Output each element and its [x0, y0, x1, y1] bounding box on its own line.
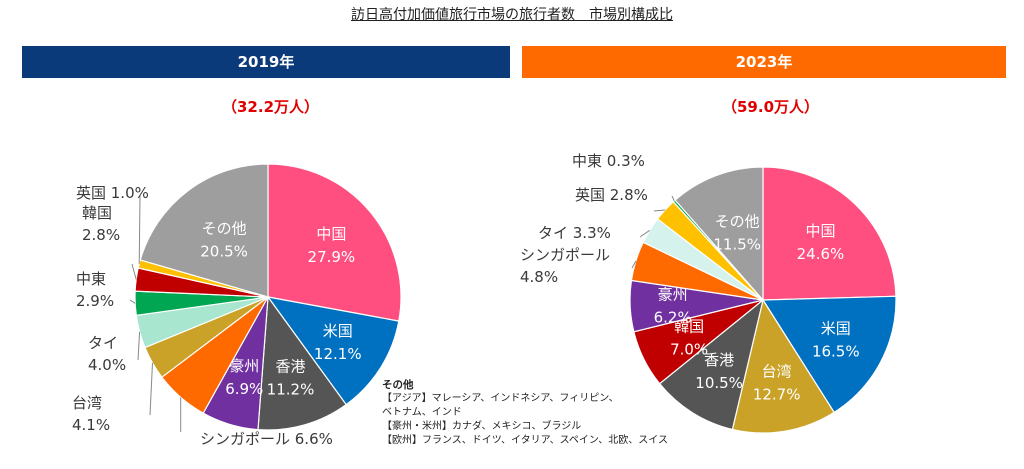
- leader-line: [653, 209, 666, 212]
- pie-slice-1-0: [762, 166, 897, 301]
- slice-outside-label: タイ 3.3%: [538, 224, 611, 242]
- slice-value-label: 4.8%: [520, 268, 558, 286]
- leader-line: [138, 195, 141, 264]
- pie-slice-1-1: [761, 295, 897, 414]
- leader-line: [129, 299, 136, 304]
- slice-name-label: 中東: [76, 270, 106, 288]
- slice-value-label: 24.6%: [797, 245, 845, 263]
- leader-line: [639, 229, 650, 238]
- slice-name-label: 香港: [275, 357, 305, 375]
- slice-name-label: シンガポール: [520, 246, 610, 264]
- slice-value-label: 20.5%: [200, 243, 248, 261]
- slice-value-label: 2.8%: [82, 226, 120, 244]
- slice-name-label: 中国: [805, 222, 835, 240]
- note-title: その他: [382, 379, 414, 391]
- slice-name-label: 中国: [316, 225, 346, 243]
- other-note: その他 【アジア】マレーシア、インドネシア、フィリピン、 ベトナム、インド 【豪…: [382, 378, 668, 448]
- pie-slice-0-0: [267, 163, 402, 322]
- pie-slice-0-10: [139, 163, 269, 298]
- slice-value-label: 11.5%: [713, 236, 761, 254]
- slice-name-label: タイ: [88, 334, 118, 352]
- slice-value-label: 16.5%: [812, 343, 860, 361]
- slice-value-label: 6.2%: [654, 308, 692, 326]
- slice-value-label: 11.2%: [267, 380, 315, 398]
- slice-value-label: 2.9%: [76, 292, 114, 310]
- slice-value-label: 27.9%: [308, 248, 356, 266]
- slice-name-label: 米国: [323, 322, 353, 340]
- year-band-2023: 2023年: [522, 46, 1006, 78]
- note-line: 【豪州・米州】カナダ、メキシコ、ブラジル: [382, 421, 582, 432]
- slice-value-label: 7.0%: [670, 341, 708, 359]
- slice-outside-label: 英国 2.8%: [575, 186, 648, 204]
- slice-value-label: 4.1%: [72, 416, 110, 434]
- slice-name-label: 香港: [704, 351, 734, 369]
- leader-line: [131, 263, 137, 280]
- slice-name-label: 台湾: [72, 394, 102, 412]
- slice-value-label: 4.0%: [88, 356, 126, 374]
- slice-value-label: 12.1%: [314, 345, 362, 363]
- note-line: 【アジア】マレーシア、インドネシア、フィリピン、: [382, 393, 619, 404]
- pie-slice-1-10: [674, 166, 764, 302]
- slice-name-label: その他: [202, 220, 247, 238]
- pie-slice-1-3: [658, 298, 764, 431]
- slice-outside-label: 英国 1.0%: [76, 184, 149, 202]
- leader-line: [631, 260, 637, 269]
- slice-name-label: 米国: [821, 320, 851, 338]
- leader-line: [137, 331, 141, 361]
- pie-slice-0-2: [257, 295, 348, 431]
- note-line: ベトナム、インド: [382, 407, 462, 418]
- leader-line: [671, 195, 675, 202]
- leader-line: [149, 362, 153, 416]
- slice-name-label: 豪州: [229, 357, 259, 375]
- total-2019: （32.2万人）: [222, 98, 320, 116]
- slice-name-label: 韓国: [82, 204, 112, 222]
- slice-value-label: 6.9%: [225, 380, 263, 398]
- slice-name-label: その他: [715, 213, 760, 231]
- page-title: 訪日高付加価値旅行市場の旅行者数 市場別構成比: [351, 7, 673, 23]
- slice-outside-label: シンガポール 6.6%: [200, 430, 333, 448]
- note-line: 【欧州】フランス、ドイツ、イタリア、スペイン、北欧、スイス: [382, 435, 668, 446]
- pie-slice-1-2: [731, 298, 835, 434]
- slice-name-label: 豪州: [658, 285, 688, 303]
- total-2023: （59.0万人）: [722, 98, 820, 116]
- slice-name-label: 韓国: [674, 318, 704, 336]
- slice-value-label: 12.7%: [753, 385, 801, 403]
- year-band-2019: 2019年: [22, 46, 510, 78]
- slice-outside-label: 中東 0.3%: [572, 152, 645, 170]
- slice-name-label: 台湾: [762, 362, 792, 380]
- pie-slice-0-1: [266, 296, 400, 406]
- slice-value-label: 10.5%: [695, 374, 743, 392]
